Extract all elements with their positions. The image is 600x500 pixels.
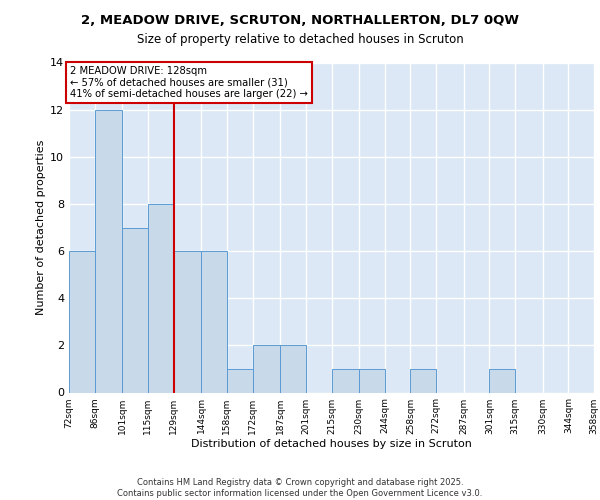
Bar xyxy=(253,346,280,393)
Bar xyxy=(122,228,148,392)
Text: 2 MEADOW DRIVE: 128sqm
← 57% of detached houses are smaller (31)
41% of semi-det: 2 MEADOW DRIVE: 128sqm ← 57% of detached… xyxy=(70,66,308,99)
Bar xyxy=(280,346,306,393)
Text: Contains HM Land Registry data © Crown copyright and database right 2025.
Contai: Contains HM Land Registry data © Crown c… xyxy=(118,478,482,498)
Bar xyxy=(201,251,227,392)
Bar xyxy=(69,251,95,392)
Bar xyxy=(148,204,173,392)
Bar xyxy=(95,110,122,393)
Text: 2, MEADOW DRIVE, SCRUTON, NORTHALLERTON, DL7 0QW: 2, MEADOW DRIVE, SCRUTON, NORTHALLERTON,… xyxy=(81,14,519,27)
Bar xyxy=(227,369,253,392)
Bar xyxy=(410,369,436,392)
Bar xyxy=(173,251,201,392)
Bar xyxy=(359,369,385,392)
Bar xyxy=(490,369,515,392)
Text: Size of property relative to detached houses in Scruton: Size of property relative to detached ho… xyxy=(137,32,463,46)
Bar xyxy=(331,369,359,392)
X-axis label: Distribution of detached houses by size in Scruton: Distribution of detached houses by size … xyxy=(191,440,472,450)
Y-axis label: Number of detached properties: Number of detached properties xyxy=(36,140,46,315)
